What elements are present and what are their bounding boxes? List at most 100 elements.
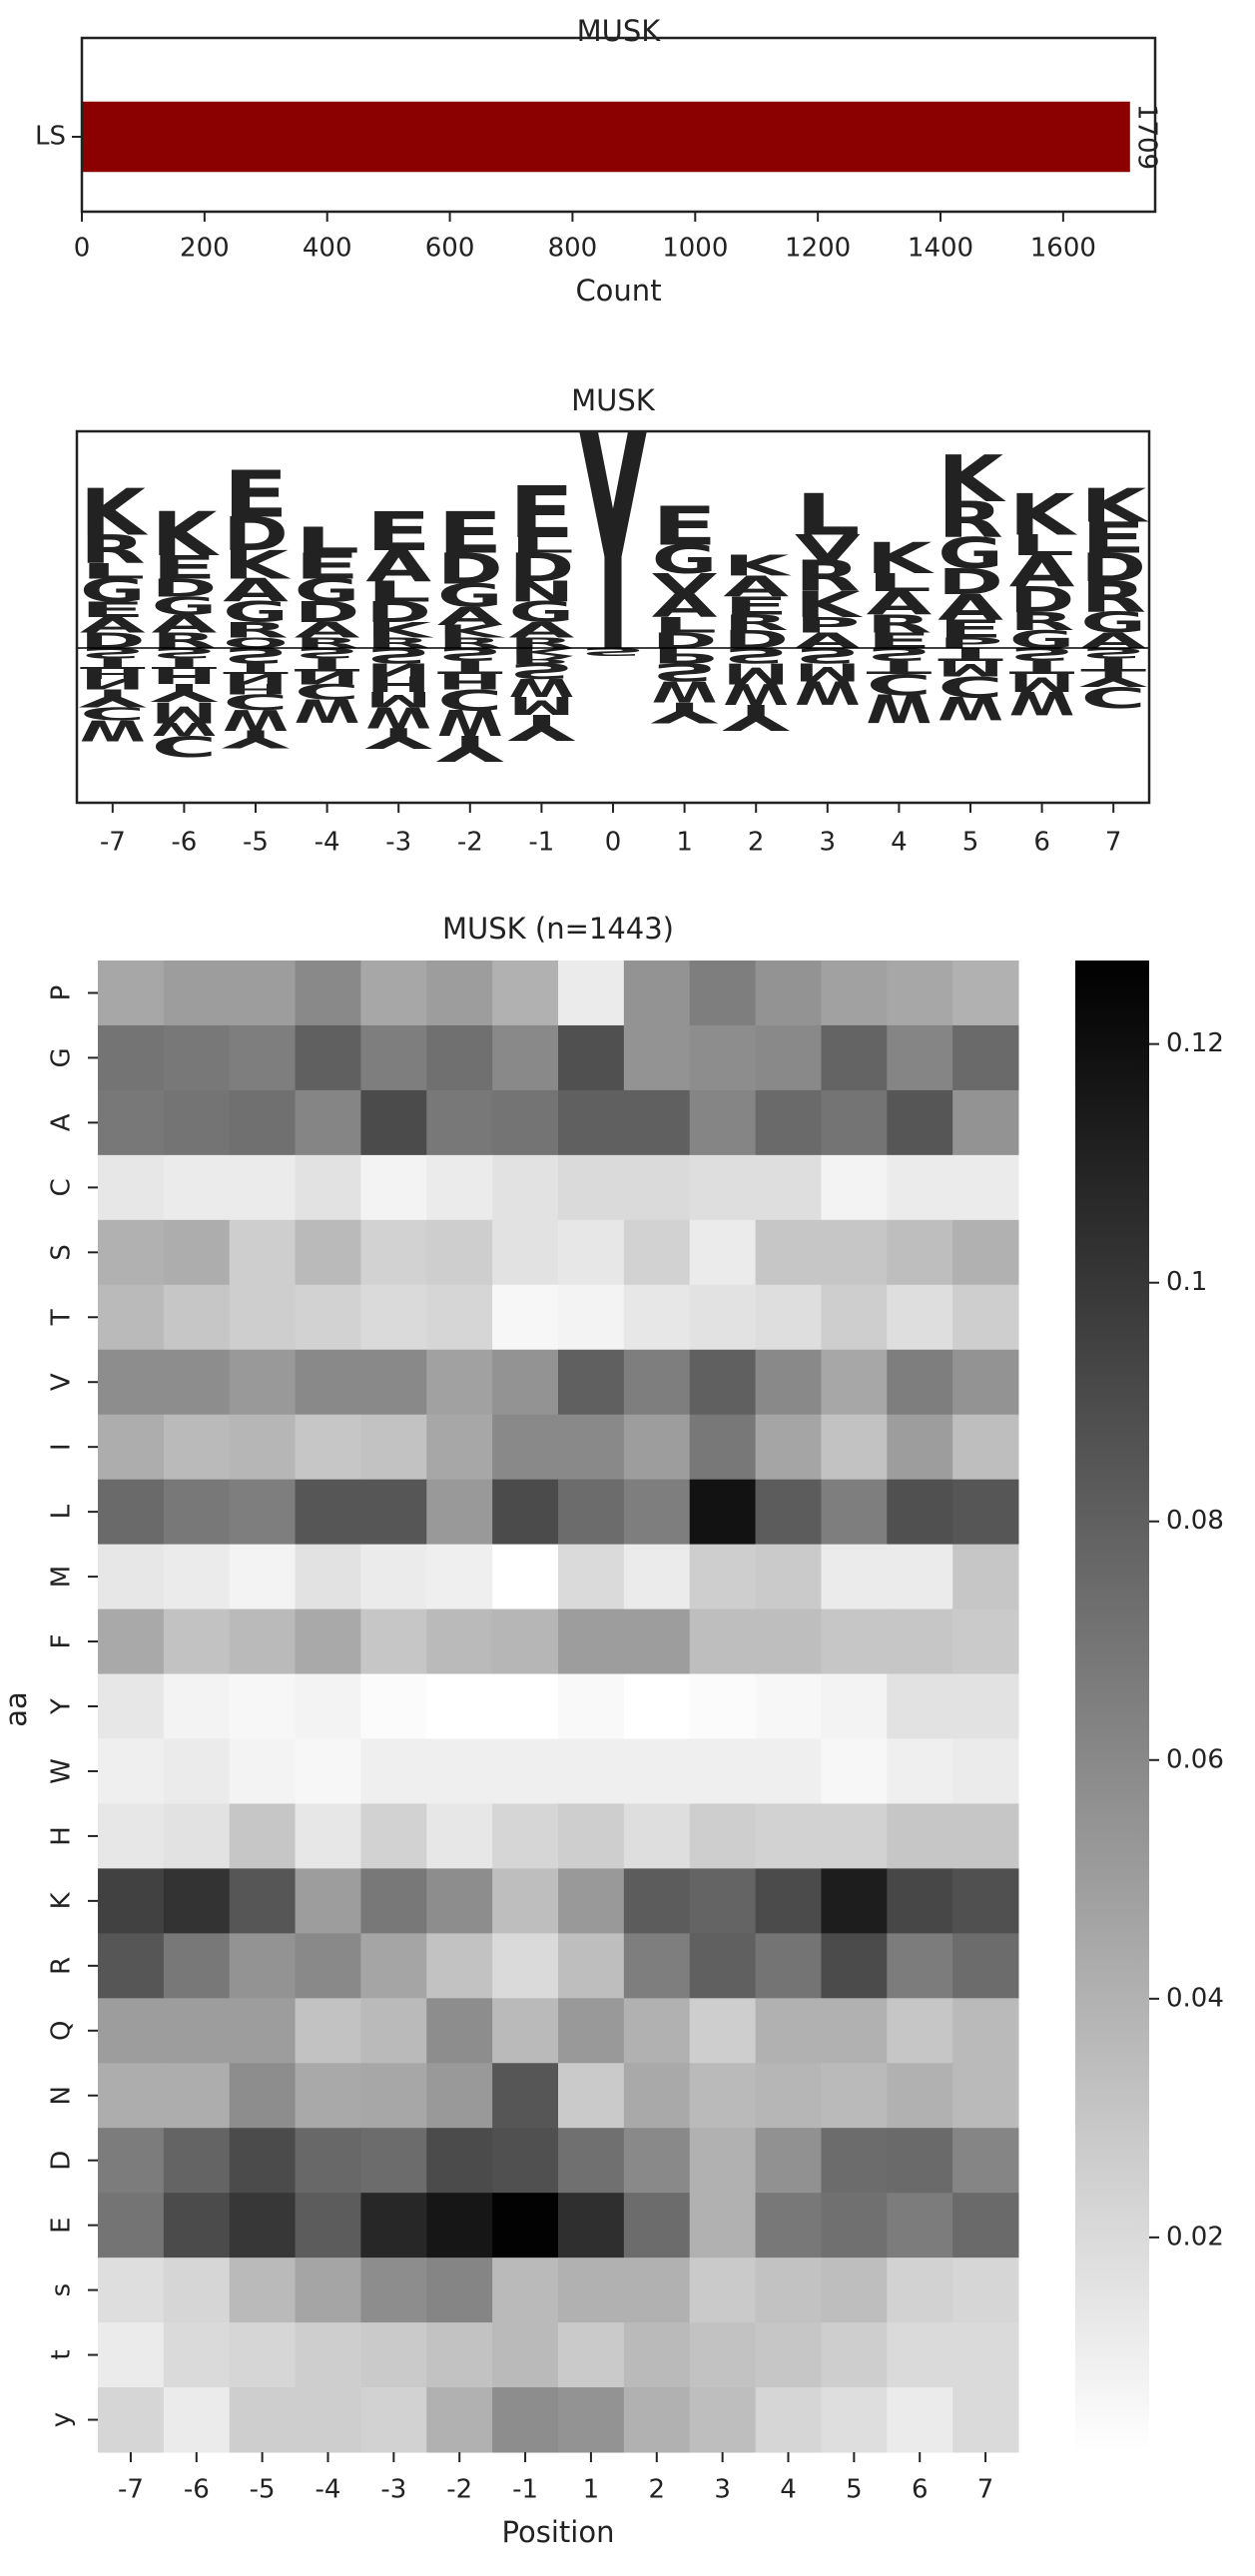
heatmap-cell — [163, 1609, 231, 1675]
chart-title: MUSK — [571, 383, 656, 417]
heatmap-cell — [623, 2063, 691, 2129]
heatmap-cell — [887, 1609, 953, 1675]
heatmap-cell — [887, 1349, 953, 1416]
x-tick-label: -4 — [315, 2475, 341, 2505]
heatmap-cell — [558, 961, 625, 1026]
heatmap-cell — [821, 1673, 888, 1739]
x-tick-label: 3 — [714, 2475, 731, 2505]
heatmap-cell — [558, 1998, 625, 2064]
heatmap-cell — [623, 1089, 691, 1156]
heatmap-cell — [623, 1349, 691, 1416]
heatmap-cell — [689, 1284, 757, 1351]
heatmap-cell — [360, 1609, 427, 1675]
heatmap-cell — [492, 1673, 559, 1739]
logo-letter: R — [938, 492, 1003, 549]
heatmap-cell — [492, 2063, 559, 2129]
logo-letter: E — [938, 615, 1003, 644]
logo-letter: A — [80, 613, 146, 638]
logo-letter: Y — [150, 678, 218, 707]
logo-letter: R — [223, 618, 289, 643]
heatmap-cell — [295, 1154, 361, 1221]
logo-letter: K — [1080, 480, 1150, 533]
heatmap-cell — [755, 1803, 822, 1869]
logo-letter: W — [437, 701, 503, 743]
heatmap-cell — [360, 2387, 427, 2453]
heatmap-cell — [623, 2193, 691, 2258]
heatmap-cell — [492, 2257, 559, 2323]
heatmap-cell — [623, 1479, 691, 1546]
logo-letter: H — [437, 669, 503, 694]
heatmap-cell — [887, 2128, 953, 2194]
logo-letter: H — [365, 671, 431, 696]
heatmap-cell — [229, 1284, 297, 1351]
x-tick-label: 0 — [605, 828, 622, 858]
heatmap-cell — [887, 1089, 953, 1156]
heatmap-cell — [689, 1154, 757, 1221]
heatmap-cell — [426, 1089, 493, 1156]
heatmap-cell — [558, 2257, 625, 2323]
heatmap-cell — [821, 1868, 888, 1934]
logo-letter: S — [437, 644, 503, 665]
heatmap-cell — [755, 1349, 822, 1416]
logo-letter: L — [365, 575, 431, 608]
heatmap-cell — [492, 1414, 559, 1481]
logo-letter: D — [723, 625, 789, 654]
y-tick-label: H — [47, 1826, 77, 1846]
heatmap-cell — [558, 2322, 625, 2388]
heatmap-cell — [821, 1024, 888, 1091]
heatmap-cell — [821, 1089, 888, 1156]
heatmap-cell — [229, 2387, 297, 2453]
logo-letter: L — [295, 520, 360, 561]
heatmap-cell — [952, 2387, 1019, 2453]
logo-letter: C — [1080, 680, 1146, 713]
heatmap-cell — [426, 2257, 493, 2323]
heatmap-cell — [163, 2063, 231, 2129]
heatmap-cell — [426, 1544, 493, 1610]
logo-letter: G — [1080, 607, 1146, 640]
logo-letter: T — [1080, 654, 1146, 674]
heatmap-cell — [623, 1998, 691, 2064]
logo-letter: T — [938, 644, 1003, 664]
heatmap-cell — [689, 2063, 757, 2129]
heatmap-cell — [295, 961, 361, 1026]
logo-letter: G — [652, 537, 718, 583]
logo-letter: M — [151, 695, 217, 728]
y-tick-label: T — [47, 1309, 77, 1326]
heatmap-cell — [295, 1868, 361, 1934]
logo-letter: L — [1009, 529, 1075, 562]
heatmap-cell — [98, 1544, 165, 1610]
logo-letter: G — [223, 596, 289, 629]
heatmap-cell — [426, 2128, 493, 2194]
heatmap-cell — [229, 1933, 297, 1999]
heatmap-cell — [887, 1868, 953, 1934]
logo-letter: W — [508, 673, 574, 702]
heatmap-cell — [623, 2387, 691, 2453]
logo-letter: N — [365, 659, 431, 680]
heatmap-cell — [887, 2257, 953, 2323]
colorbar-tick-label: 0.02 — [1166, 2222, 1224, 2252]
heatmap-cell — [558, 2193, 625, 2258]
heatmap-cell — [98, 2063, 165, 2129]
logo-letter: H — [223, 681, 289, 697]
heatmap-cell — [952, 1998, 1019, 2064]
heatmap-cell — [163, 1998, 231, 2064]
logo-letter: Y — [436, 727, 505, 768]
y-tick-label: V — [47, 1373, 77, 1391]
heatmap-cell — [558, 2128, 625, 2194]
heatmap-cell — [229, 1154, 297, 1221]
logo-letter: H — [80, 665, 146, 681]
heatmap-cell — [98, 1089, 165, 1156]
heatmap-cell — [360, 1933, 427, 1999]
heatmap-cell — [821, 2193, 888, 2258]
heatmap-cell — [821, 961, 888, 1026]
heatmap-cell — [821, 1609, 888, 1675]
x-tick-label: 4 — [780, 2475, 797, 2505]
logo-letter: A — [223, 572, 289, 609]
logo-letter: L — [795, 482, 861, 548]
heatmap-cell — [887, 1414, 953, 1481]
heatmap-cell — [360, 1544, 427, 1610]
y-axis-label: aa — [0, 1691, 33, 1727]
heatmap-cell — [426, 1284, 493, 1351]
heatmap-cell — [492, 1738, 559, 1804]
heatmap-cell — [689, 1219, 757, 1286]
